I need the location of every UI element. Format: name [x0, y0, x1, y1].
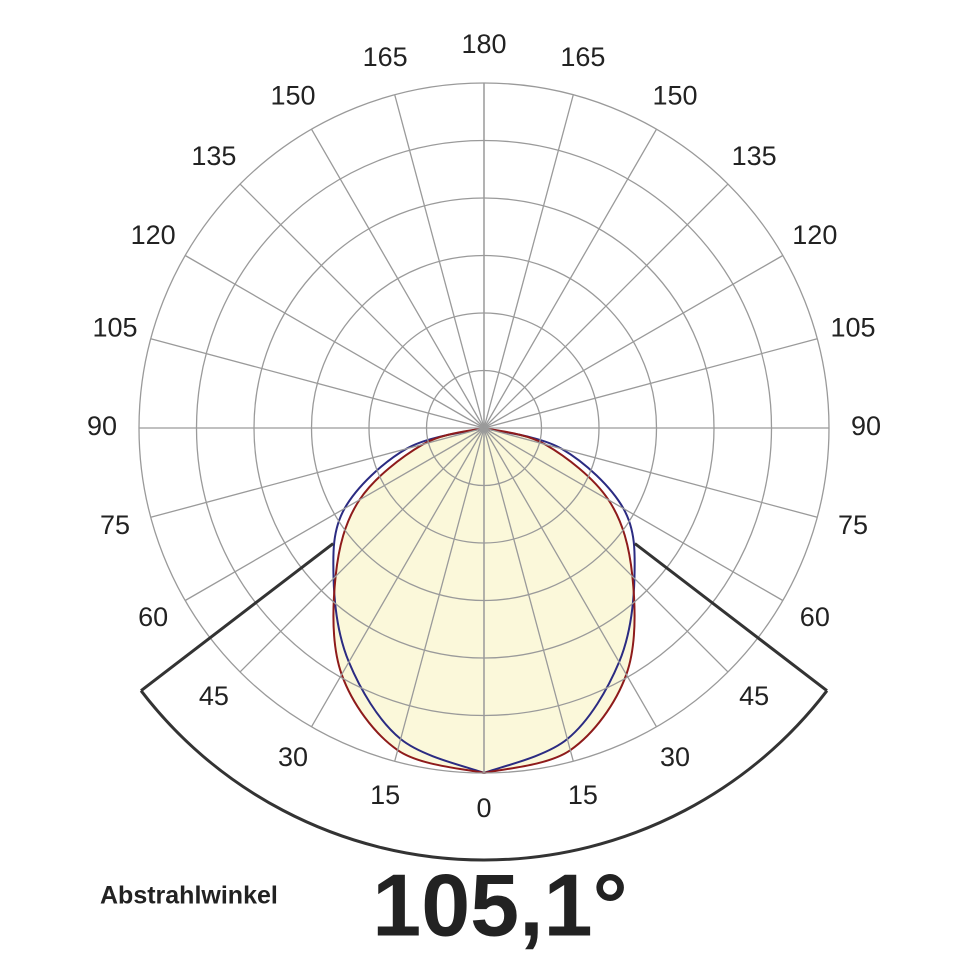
- grid: [138, 82, 830, 774]
- angle-label: 30: [278, 742, 308, 772]
- grid-spoke: [483, 427, 729, 673]
- angle-label: 45: [199, 681, 229, 711]
- beam-angle-title: Abstrahlwinkel: [100, 882, 278, 910]
- angle-label: 15: [370, 780, 400, 810]
- grid-spoke: [483, 427, 574, 762]
- angle-label: 180: [461, 29, 506, 59]
- angle-label: 120: [792, 220, 837, 250]
- beam-angle-label: 105,1°: [372, 855, 627, 954]
- grid-spoke: [150, 427, 485, 518]
- angle-label: 60: [138, 602, 168, 632]
- angle-label: 165: [363, 42, 408, 72]
- grid-spoke: [184, 254, 485, 429]
- grid-spoke: [483, 427, 818, 518]
- grid-spoke: [394, 94, 485, 429]
- angle-label: 15: [568, 780, 598, 810]
- beam-edge: [140, 542, 335, 692]
- angle-label: 105: [92, 312, 137, 342]
- angle-label: 90: [851, 411, 881, 441]
- angle-label: 75: [838, 510, 868, 540]
- grid-spoke: [239, 183, 485, 429]
- angle-label: 165: [560, 42, 605, 72]
- angle-label: 90: [87, 411, 117, 441]
- angle-label: 45: [739, 681, 769, 711]
- beam-arc: [139, 689, 829, 862]
- grid-spoke: [483, 183, 729, 429]
- grid-spoke: [483, 94, 574, 429]
- grid-spoke: [483, 338, 818, 429]
- grid-spoke: [239, 427, 485, 673]
- grid-spoke: [150, 338, 485, 429]
- grid-spoke: [483, 254, 784, 429]
- grid-spoke: [310, 427, 485, 728]
- angle-label: 75: [100, 510, 130, 540]
- grid-spoke: [184, 427, 485, 602]
- angle-label: 135: [732, 141, 777, 171]
- grid-spoke: [483, 427, 784, 602]
- angle-label: 0: [476, 793, 491, 823]
- grid-spoke: [483, 427, 658, 728]
- grid-spoke: [483, 128, 658, 429]
- angle-label: 135: [191, 141, 236, 171]
- angle-label: 105: [830, 312, 875, 342]
- grid-spoke: [310, 128, 485, 429]
- angle-label: 120: [131, 220, 176, 250]
- angle-label: 60: [800, 602, 830, 632]
- angle-label: 150: [652, 80, 697, 110]
- angle-label: 150: [270, 80, 315, 110]
- grid-spoke: [394, 427, 485, 762]
- beam-edge: [633, 542, 828, 692]
- overlay: 0 15 15 30 30 45 45 60 60 75 75 90 90 105 105 120 120 135…: [87, 29, 881, 862]
- angle-label: 30: [660, 742, 690, 772]
